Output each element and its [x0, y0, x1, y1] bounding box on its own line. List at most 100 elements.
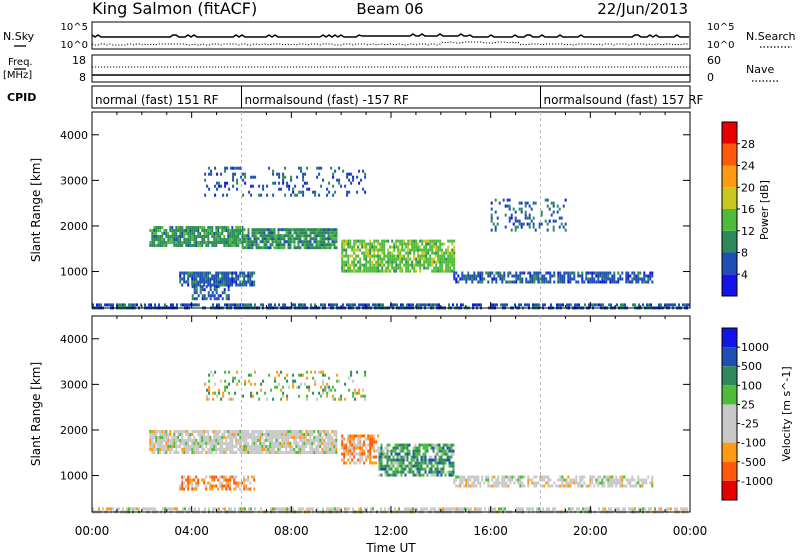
power-echo-cell [195, 280, 198, 284]
velocity-echo-cell [219, 436, 222, 439]
power-echo-cell [347, 263, 350, 267]
power-echo-cell [279, 246, 282, 250]
power-colorbar-segment [722, 187, 737, 209]
power-echo-cell [321, 246, 324, 250]
power-echo-cell [296, 193, 299, 197]
power-echo-cell [273, 240, 276, 244]
velocity-echo-cell [205, 484, 208, 488]
velocity-echo-cell [386, 467, 389, 471]
velocity-echo-cell [185, 442, 188, 445]
velocity-echo-cell [151, 442, 154, 445]
velocity-echo-cell [157, 451, 160, 454]
velocity-echo-cell [215, 448, 218, 451]
power-echo-cell [211, 277, 214, 281]
velocity-echo-cell [369, 449, 372, 453]
velocity-echo-cell [269, 442, 272, 445]
power-echo-cell [395, 266, 398, 270]
velocity-echo-cell [223, 484, 226, 488]
power-echo-cell [310, 303, 312, 307]
velocity-echo-cell [367, 455, 370, 459]
power-echo-cell [524, 204, 527, 208]
power-echo-cell [266, 193, 269, 197]
power-echo-cell [435, 251, 438, 255]
velocity-echo-cell [438, 458, 441, 462]
power-echo-cell [246, 303, 248, 307]
power-echo-cell [557, 274, 560, 278]
velocity-echo-cell [191, 442, 194, 445]
velocity-echo-cell [440, 467, 443, 471]
velocity-echo-cell [207, 448, 210, 451]
power-echo-cell [251, 280, 254, 284]
power-echo-cell [277, 243, 280, 247]
power-echo-cell [591, 277, 594, 281]
power-echo-cell [205, 277, 208, 281]
velocity-echo-cell [351, 446, 354, 450]
power-echo-cell [221, 297, 224, 301]
velocity-echo-cell [493, 481, 496, 485]
velocity-echo-cell [607, 481, 610, 485]
power-echo-cell [192, 303, 194, 307]
power-echo-cell [348, 172, 351, 176]
power-echo-cell [312, 190, 315, 194]
velocity-echo-cell [265, 448, 268, 451]
velocity-echo-cell [267, 430, 270, 433]
power-echo-cell [208, 172, 211, 176]
velocity-echo-cell [203, 478, 206, 482]
power-echo-cell [415, 242, 418, 246]
velocity-echo-cell [519, 481, 522, 485]
power-echo-cell [342, 303, 344, 307]
velocity-echo-cell [157, 430, 160, 433]
power-echo-cell [587, 271, 590, 275]
velocity-echo-cell [446, 452, 449, 456]
velocity-echo-cell [335, 436, 338, 439]
velocity-echo-cell [215, 484, 218, 488]
velocity-echo-cell [233, 478, 236, 482]
power-echo-cell [448, 303, 450, 307]
power-echo-cell [369, 251, 372, 255]
velocity-echo-cell [426, 473, 429, 477]
time-tick-label: 16:00 [473, 524, 508, 538]
power-echo-cell [453, 266, 456, 270]
velocity-echo-cell [467, 484, 470, 488]
velocity-echo-cell [396, 464, 399, 468]
velocity-echo-cell [359, 443, 362, 447]
time-tick-label: 04:00 [174, 524, 209, 538]
power-echo-cell [473, 277, 476, 281]
velocity-echo-cell [481, 478, 484, 482]
velocity-echo-cell [352, 394, 355, 398]
velocity-echo-cell [462, 507, 464, 511]
power-echo-cell [407, 263, 410, 267]
power-echo-cell [237, 235, 240, 238]
power-echo-cell [225, 297, 228, 301]
power-echo-cell [303, 228, 306, 232]
velocity-echo-cell [303, 442, 306, 445]
velocity-echo-cell [274, 376, 277, 380]
power-echo-cell [465, 280, 468, 284]
velocity-echo-cell [228, 382, 231, 386]
velocity-echo-cell [229, 478, 232, 482]
velocity-echo-cell [660, 507, 662, 511]
power-echo-cell [403, 257, 406, 261]
velocity-echo-cell [418, 443, 421, 447]
velocity-echo-cell [615, 475, 618, 479]
velocity-echo-cell [308, 507, 310, 511]
velocity-colorbar-title: Velocity [m s^-1] [780, 366, 793, 461]
velocity-echo-cell [327, 451, 330, 454]
velocity-echo-cell [400, 455, 403, 459]
velocity-echo-cell [563, 484, 566, 488]
power-echo-cell [231, 271, 234, 275]
velocity-echo-cell [189, 478, 192, 482]
power-echo-cell [207, 280, 210, 284]
velocity-echo-cell [293, 448, 296, 451]
velocity-echo-cell [326, 394, 329, 398]
power-echo-cell [333, 228, 336, 232]
velocity-echo-cell [349, 440, 352, 444]
power-echo-cell [368, 303, 370, 307]
power-echo-cell [199, 291, 202, 295]
power-echo-cell [601, 280, 604, 284]
velocity-echo-cell [430, 446, 433, 450]
power-echo-cell [272, 169, 275, 173]
power-echo-cell [411, 263, 414, 267]
velocity-echo-cell [577, 484, 580, 488]
power-echo-cell [529, 271, 532, 275]
